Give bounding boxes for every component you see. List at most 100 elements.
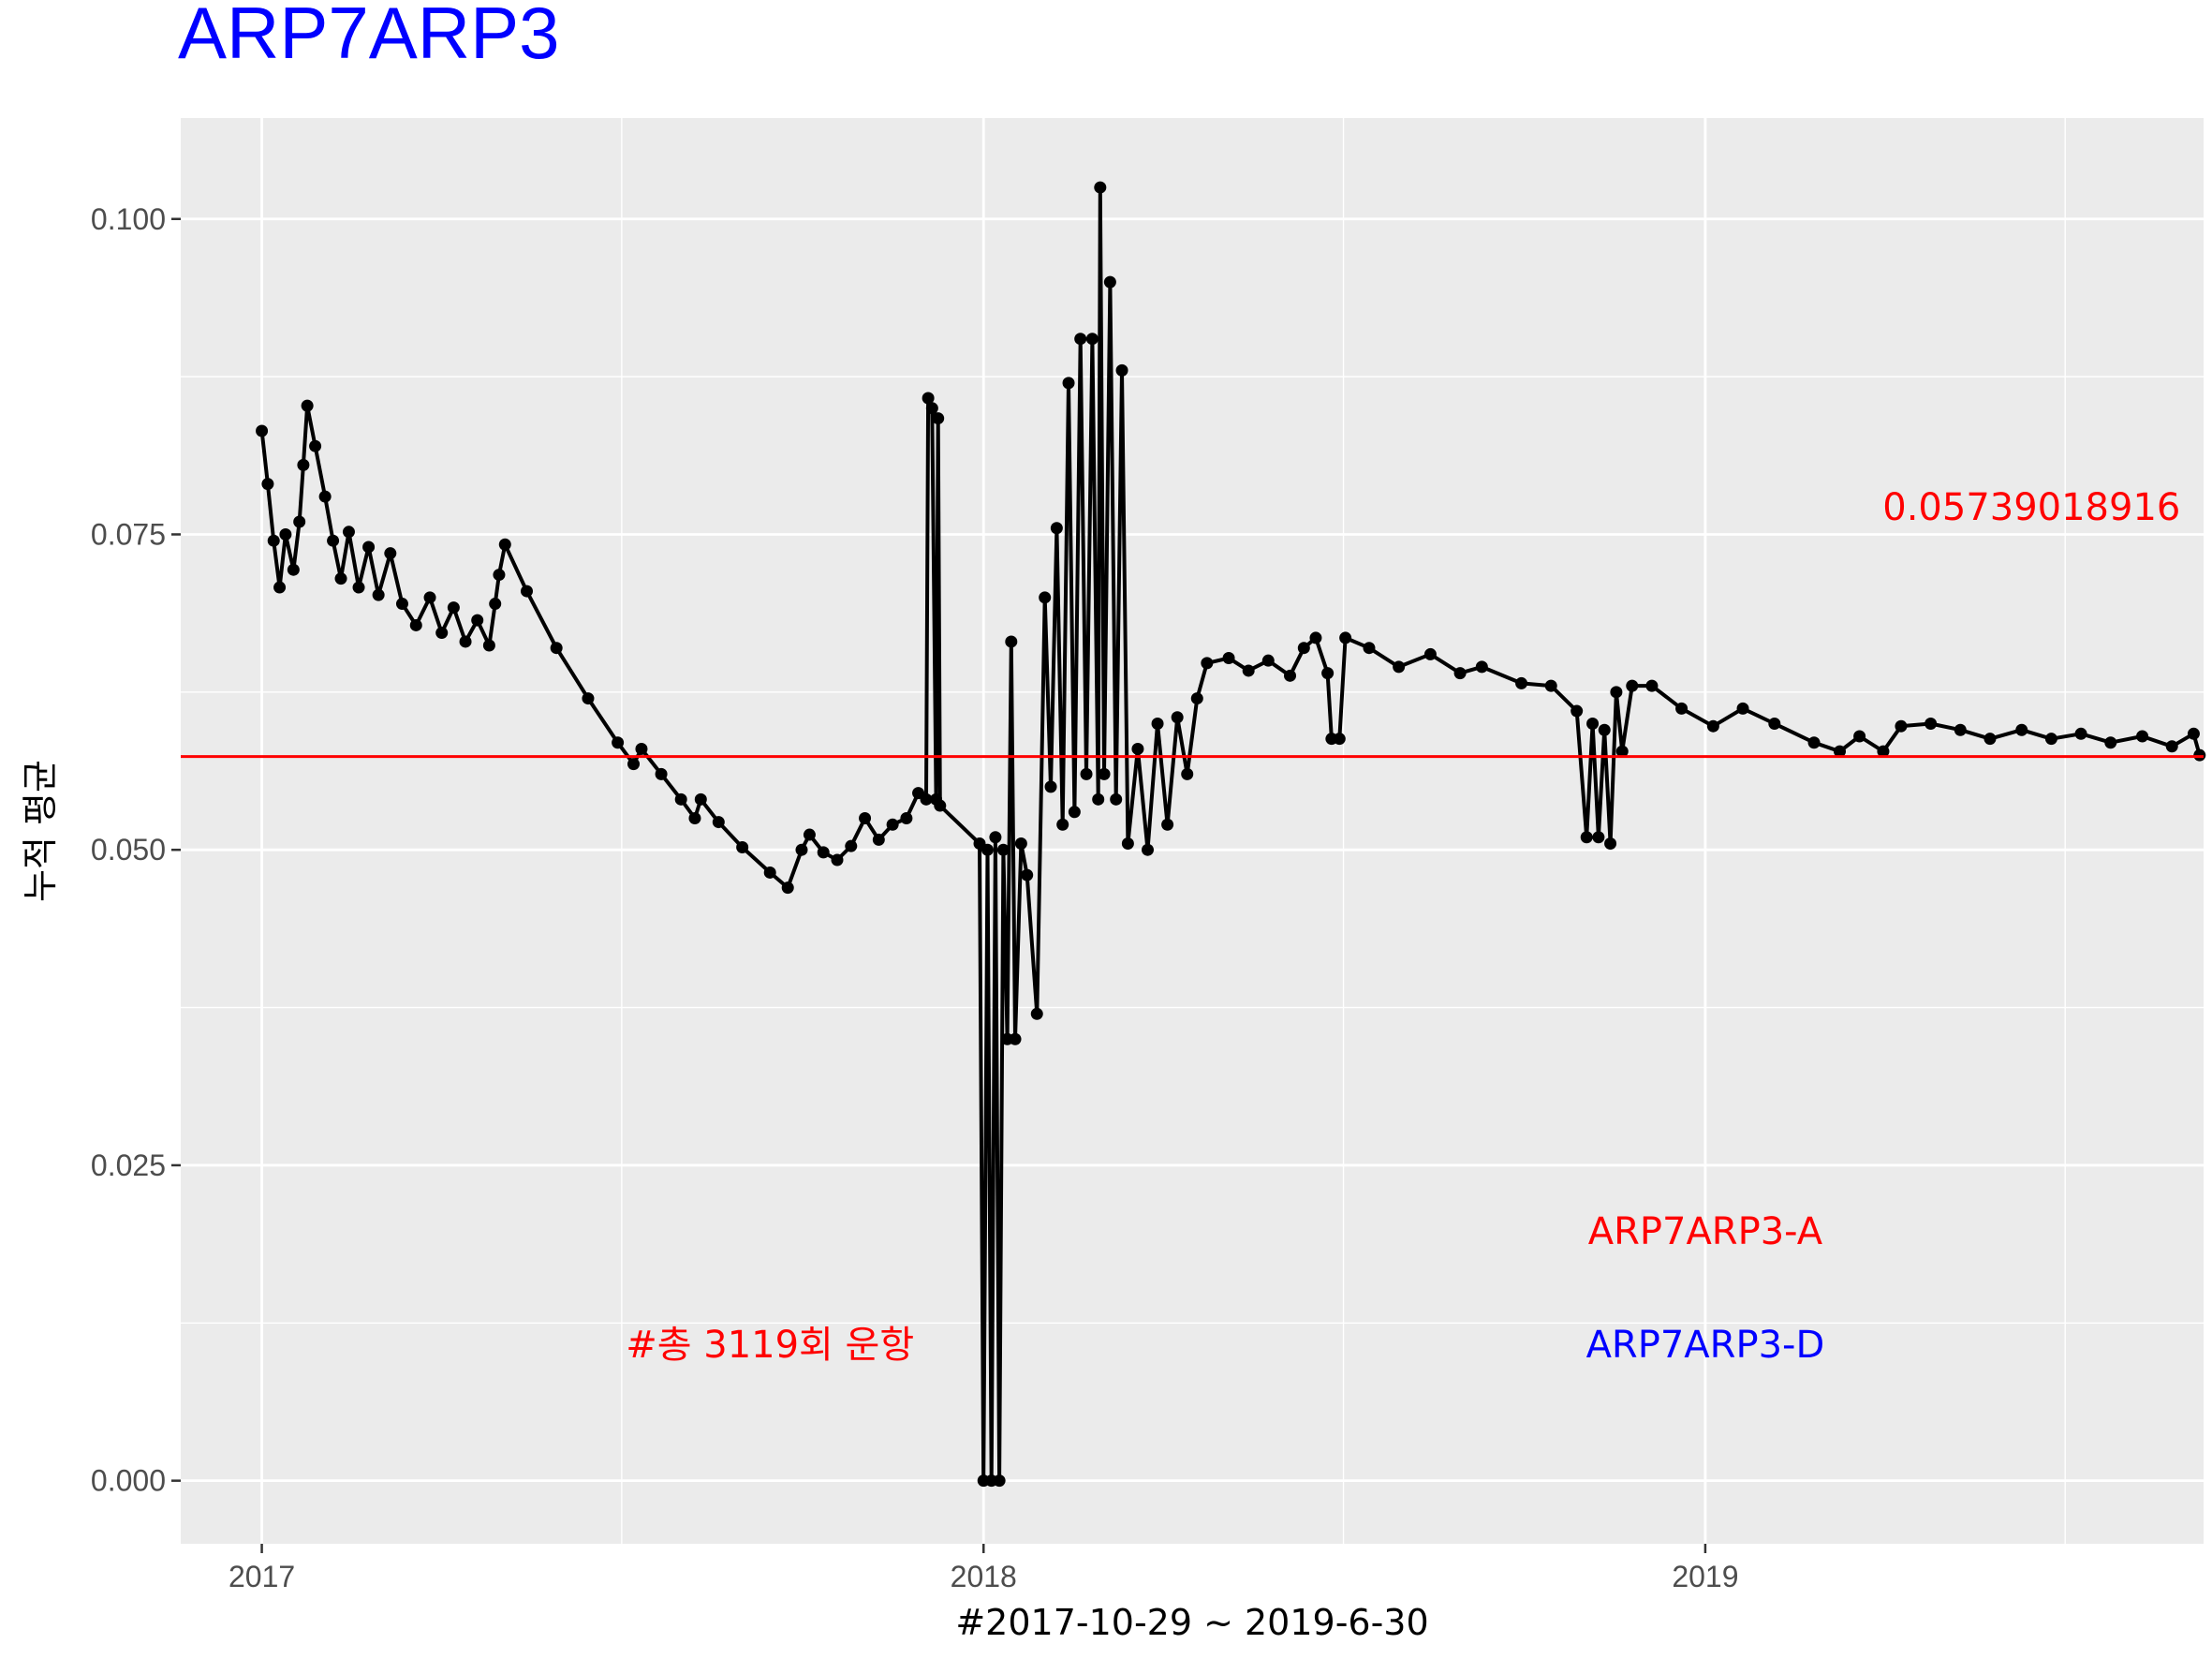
data-point xyxy=(372,588,385,601)
x-tick-label: 2019 xyxy=(1672,1560,1738,1593)
data-point xyxy=(267,534,280,547)
data-point xyxy=(1586,718,1600,731)
data-point xyxy=(297,458,310,471)
x-axis-title: #2017-10-29 ~ 2019-6-30 xyxy=(955,1602,1428,1643)
data-point xyxy=(482,639,495,652)
data-point xyxy=(1190,692,1203,705)
data-point xyxy=(1222,651,1235,664)
data-point xyxy=(612,736,625,749)
data-point xyxy=(1201,657,1214,670)
data-point xyxy=(1121,837,1134,850)
data-point xyxy=(925,402,938,415)
data-point xyxy=(1309,631,1322,644)
data-point xyxy=(1807,736,1821,749)
data-point xyxy=(1321,667,1335,680)
data-point xyxy=(1131,742,1144,755)
data-point xyxy=(256,424,269,437)
y-tick-label: 0.100 xyxy=(91,202,166,236)
data-point xyxy=(712,816,725,829)
data-point xyxy=(287,563,300,576)
data-point xyxy=(1005,635,1018,648)
data-point xyxy=(1626,679,1639,692)
data-point xyxy=(1056,818,1069,831)
data-point xyxy=(1453,667,1467,680)
annotation-label: 0.05739018916 xyxy=(1882,486,2180,529)
data-point xyxy=(1297,642,1310,655)
data-point xyxy=(1615,745,1629,758)
y-tick-label: 0.050 xyxy=(91,833,166,867)
data-point xyxy=(859,812,872,825)
data-point xyxy=(550,642,563,655)
data-point xyxy=(996,843,1010,856)
data-point xyxy=(261,478,274,491)
data-point xyxy=(1363,642,1376,655)
data-point xyxy=(1009,1032,1022,1045)
annotation-label: ARP7ARP3-A xyxy=(1588,1210,1823,1253)
data-point xyxy=(2165,740,2178,753)
y-tick-label: 0.075 xyxy=(91,517,166,551)
data-point xyxy=(1074,333,1087,346)
data-point xyxy=(1571,704,1584,718)
data-point xyxy=(1544,679,1557,692)
data-point xyxy=(2136,730,2149,743)
data-point xyxy=(1092,792,1105,806)
data-point xyxy=(934,799,947,812)
data-point xyxy=(1094,181,1107,194)
data-point xyxy=(318,490,332,503)
annotations: #총 3119회 운항 ARP7ARP3-A ARP7ARP3-D 0.0573901… xyxy=(626,486,2180,1367)
data-point xyxy=(932,412,945,425)
data-point xyxy=(1393,660,1406,674)
data-point xyxy=(1242,664,1255,677)
data-point xyxy=(1768,718,1781,731)
data-point xyxy=(920,792,933,806)
data-point xyxy=(922,392,935,405)
data-point xyxy=(279,527,292,541)
data-point xyxy=(1853,730,1866,743)
data-point xyxy=(334,572,347,585)
data-point xyxy=(781,881,794,895)
data-point xyxy=(886,818,899,831)
data-point xyxy=(1171,711,1184,724)
data-point xyxy=(582,692,595,705)
data-point xyxy=(1954,723,1967,736)
data-point xyxy=(1877,745,1890,758)
data-point xyxy=(1736,702,1749,715)
data-point xyxy=(1115,363,1128,377)
data-point xyxy=(1044,780,1057,793)
data-point xyxy=(395,598,408,611)
data-point xyxy=(409,618,422,631)
data-point xyxy=(1675,702,1688,715)
data-point xyxy=(521,585,534,598)
data-point xyxy=(362,541,376,554)
annotation-label: #총 3119회 운항 xyxy=(626,1324,914,1367)
data-point xyxy=(1475,660,1488,674)
data-point xyxy=(1339,631,1352,644)
data-point xyxy=(2044,733,2057,746)
data-point xyxy=(2015,723,2028,736)
data-point xyxy=(1610,686,1623,699)
data-point xyxy=(1706,719,1719,733)
x-ticks: 2017 2018 2019 xyxy=(229,1544,1739,1593)
data-point xyxy=(1080,767,1093,780)
data-point xyxy=(301,399,314,412)
data-point xyxy=(803,828,816,841)
data-point xyxy=(989,831,1002,844)
data-point xyxy=(1592,831,1605,844)
data-point xyxy=(1151,718,1164,731)
x-tick-label: 2018 xyxy=(951,1560,1017,1593)
data-point xyxy=(493,569,506,582)
data-point xyxy=(1161,818,1174,831)
data-point xyxy=(273,581,287,594)
data-point xyxy=(459,635,472,648)
data-point xyxy=(1261,654,1275,667)
plot-panel xyxy=(181,118,2204,1544)
data-point xyxy=(1050,522,1063,535)
data-point xyxy=(1604,837,1617,850)
data-point xyxy=(872,833,885,846)
data-point xyxy=(327,534,340,547)
data-point xyxy=(655,767,668,780)
data-point xyxy=(498,538,511,551)
data-point xyxy=(627,758,641,771)
data-point xyxy=(2104,736,2117,749)
data-point xyxy=(1423,647,1437,660)
